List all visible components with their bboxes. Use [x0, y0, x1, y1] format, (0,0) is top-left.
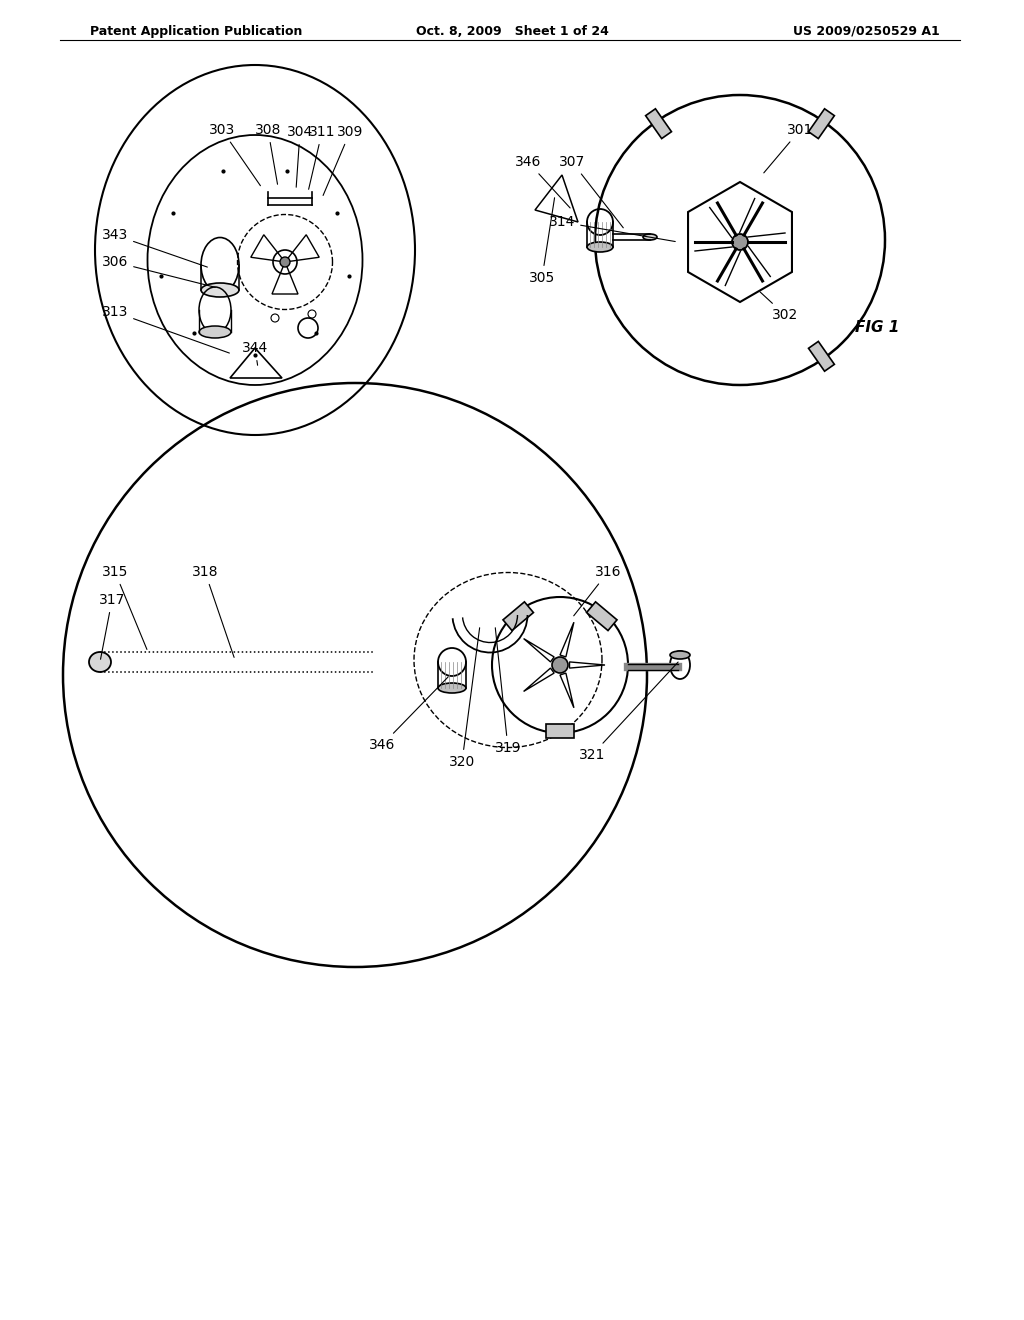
Text: 308: 308: [255, 123, 282, 185]
Text: 316: 316: [573, 565, 622, 616]
Bar: [503, 602, 534, 631]
Text: 317: 317: [98, 593, 125, 659]
Text: 343: 343: [101, 228, 208, 267]
Text: Patent Application Publication: Patent Application Publication: [90, 25, 302, 38]
Text: 302: 302: [760, 292, 798, 322]
Bar: [587, 602, 617, 631]
Circle shape: [732, 234, 748, 249]
Bar: [809, 342, 835, 371]
Text: 305: 305: [528, 198, 555, 285]
Text: 318: 318: [191, 565, 234, 657]
Ellipse shape: [643, 234, 657, 240]
Ellipse shape: [587, 242, 613, 252]
Bar: [546, 723, 574, 738]
Text: 301: 301: [764, 123, 813, 173]
Text: 309: 309: [324, 125, 364, 195]
Text: 315: 315: [101, 565, 146, 649]
Text: FIG 1: FIG 1: [855, 321, 899, 335]
Text: US 2009/0250529 A1: US 2009/0250529 A1: [794, 25, 940, 38]
Ellipse shape: [199, 326, 231, 338]
Text: 320: 320: [449, 628, 479, 770]
Circle shape: [552, 657, 568, 673]
Text: 307: 307: [559, 154, 624, 228]
Text: Oct. 8, 2009   Sheet 1 of 24: Oct. 8, 2009 Sheet 1 of 24: [416, 25, 608, 38]
Circle shape: [280, 257, 290, 267]
Text: 346: 346: [369, 677, 449, 752]
Ellipse shape: [670, 651, 690, 659]
Text: 313: 313: [101, 305, 229, 352]
Bar: [645, 108, 672, 139]
Ellipse shape: [438, 682, 466, 693]
Text: 319: 319: [495, 628, 521, 755]
Text: 311: 311: [308, 125, 335, 189]
Text: 314: 314: [549, 215, 675, 242]
Ellipse shape: [89, 652, 111, 672]
Text: 303: 303: [209, 123, 260, 186]
Bar: [809, 108, 835, 139]
Text: 304: 304: [287, 125, 313, 187]
Text: 321: 321: [579, 663, 678, 762]
Text: 346: 346: [515, 154, 570, 209]
Ellipse shape: [201, 282, 239, 297]
Text: 344: 344: [242, 341, 268, 366]
Text: 306: 306: [101, 255, 215, 288]
